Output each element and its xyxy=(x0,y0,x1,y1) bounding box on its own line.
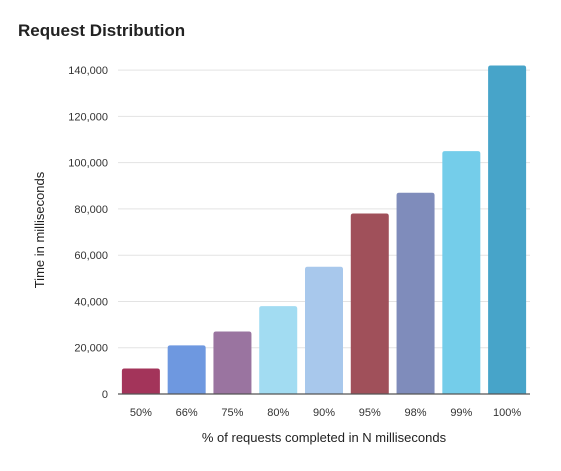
x-tick-label: 100% xyxy=(493,407,521,419)
x-tick-label: 75% xyxy=(221,407,243,419)
x-tick-label: 80% xyxy=(267,407,289,419)
y-tick-label: 140,000 xyxy=(68,65,108,77)
y-axis-ticks: 0 20,000 40,000 60,000 80,000 100,000 120,000 1… xyxy=(68,65,108,401)
x-tick-label: 95% xyxy=(359,407,381,419)
bar-95-pct xyxy=(350,213,389,394)
chart-title: Request Distribution xyxy=(18,21,185,40)
x-tick-label: 98% xyxy=(405,407,427,419)
bar-80-pct xyxy=(259,306,298,394)
bar-66-pct xyxy=(167,345,206,394)
bar-99-pct xyxy=(442,151,481,394)
y-axis-label: Time in milliseconds xyxy=(32,171,47,288)
y-tick-label: 80,000 xyxy=(74,204,108,216)
y-tick-label: 40,000 xyxy=(74,296,108,308)
bar-90-pct xyxy=(305,266,343,394)
y-tick-label: 20,000 xyxy=(74,343,108,355)
y-tick-label: 100,000 xyxy=(68,158,108,170)
y-tick-label: 120,000 xyxy=(68,111,108,123)
x-tick-label: 99% xyxy=(450,407,472,419)
bars xyxy=(121,65,527,395)
x-axis-ticks: 50% 66% 75% 80% 90% 95% 98% 99% 100% xyxy=(130,407,522,419)
x-tick-label: 50% xyxy=(130,407,152,419)
bar-98-pct xyxy=(396,192,435,394)
y-tick-label: 60,000 xyxy=(74,250,108,262)
x-tick-label: 90% xyxy=(313,407,335,419)
y-tick-label: 0 xyxy=(102,389,108,401)
bar-75-pct xyxy=(213,331,252,394)
gridlines xyxy=(118,69,530,349)
x-axis-label: % of requests completed in N millisecond… xyxy=(202,430,447,445)
bar-100-pct xyxy=(488,65,527,395)
bar-50-pct xyxy=(121,368,160,394)
x-tick-label: 66% xyxy=(176,407,198,419)
